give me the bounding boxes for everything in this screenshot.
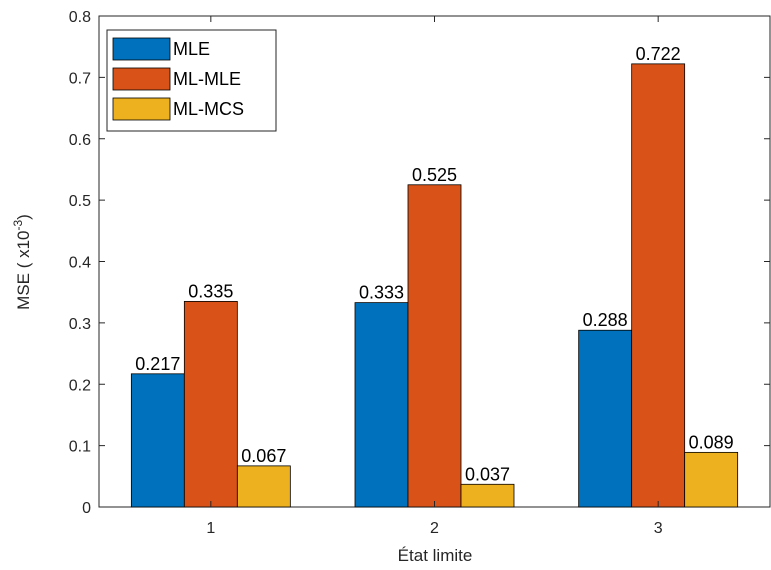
legend-label-mle: MLE [173, 39, 210, 59]
y-tick-label: 0.5 [69, 193, 91, 210]
y-axis-title-exponent: -3 [11, 219, 25, 230]
y-axis: 0 0.1 0.2 0.3 0.4 0.5 0.6 0.7 0.8 [69, 9, 770, 517]
data-label-ml-mle-1: 0.335 [188, 281, 233, 301]
data-label-ml-mle-3: 0.722 [636, 44, 681, 64]
x-tick-label: 1 [206, 520, 215, 537]
data-label-ml-mcs-3: 0.089 [689, 432, 734, 452]
legend-swatch-ml-mle [112, 67, 171, 91]
bar-mle-2 [354, 302, 409, 508]
y-tick-label: 0.4 [69, 255, 91, 272]
y-tick-label: 0.7 [69, 70, 91, 87]
bar-mle-1 [130, 373, 185, 508]
legend-swatch-mle [112, 37, 171, 61]
x-tick-label: 3 [654, 520, 663, 537]
bars-group [130, 63, 739, 508]
y-tick-label: 0 [82, 500, 91, 517]
bar-ml-mcs-3 [684, 451, 739, 508]
data-label-mle-3: 0.288 [583, 310, 628, 330]
y-axis-title-prefix: MSE ( x10 [14, 230, 33, 309]
data-label-ml-mcs-1: 0.067 [241, 446, 286, 466]
x-axis-title: État limite [398, 546, 473, 565]
data-label-ml-mle-2: 0.525 [412, 165, 457, 185]
bar-ml-mle-1 [183, 300, 238, 508]
bar-mle-3 [578, 329, 633, 508]
legend-label-ml-mcs: ML-MCS [173, 99, 244, 119]
y-tick-label: 0.3 [69, 316, 91, 333]
bar-ml-mle-3 [631, 63, 686, 508]
legend-swatch-ml-mcs [112, 97, 171, 121]
bar-ml-mle-2 [407, 184, 462, 508]
x-axis: 1 2 3 [206, 16, 663, 537]
x-tick-label: 2 [430, 520, 439, 537]
data-label-ml-mcs-2: 0.037 [465, 464, 510, 484]
y-tick-label: 0.8 [69, 9, 91, 26]
data-label-mle-2: 0.333 [359, 283, 404, 303]
y-axis-title-suffix: ) [14, 214, 33, 220]
y-axis-title: MSE ( x10-3) [11, 214, 33, 310]
legend: MLE ML-MLE ML-MCS [106, 29, 277, 132]
y-tick-label: 0.1 [69, 439, 91, 456]
bar-ml-mcs-2 [460, 483, 515, 508]
data-labels-group: 0.217 0.333 0.288 0.335 0.525 0.722 0.067 0.037… [135, 44, 733, 484]
bar-ml-mcs-1 [236, 465, 291, 508]
y-tick-label: 0.2 [69, 377, 91, 394]
y-tick-label: 0.6 [69, 132, 91, 149]
data-label-mle-1: 0.217 [135, 354, 180, 374]
legend-label-ml-mle: ML-MLE [173, 69, 241, 89]
